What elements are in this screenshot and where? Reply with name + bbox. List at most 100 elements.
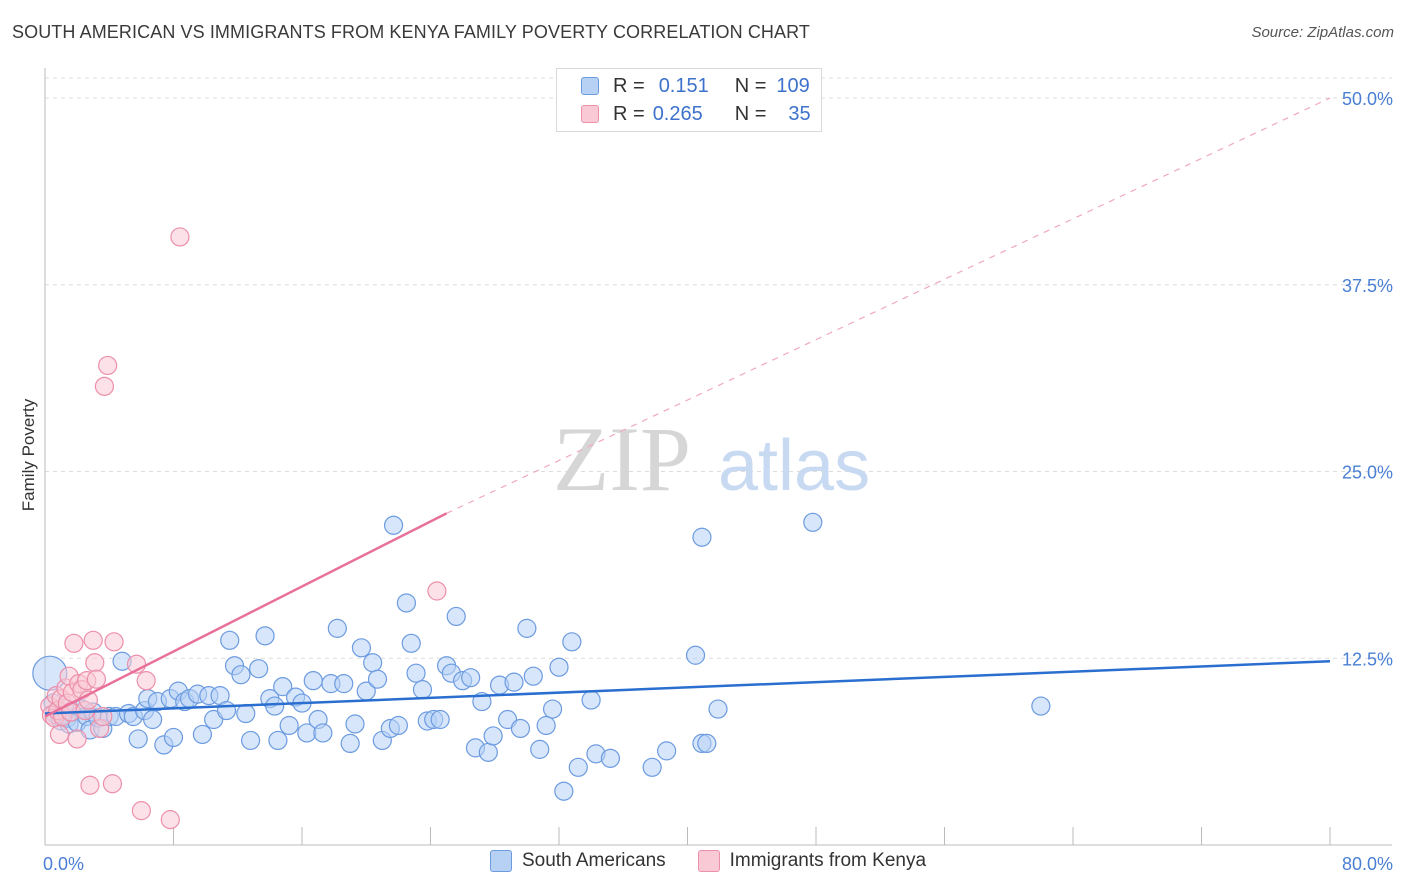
south-americans-point [340,733,360,754]
south-americans-point [334,674,354,694]
kenya-point [131,801,151,821]
south-americans-point [220,630,240,650]
legend-item-kenya[interactable]: Immigrants from Kenya [697,850,927,872]
south-americans-point [255,626,275,646]
south-americans-point [536,715,556,736]
kenya-point [98,355,118,376]
legend-swatch-blue [490,850,512,872]
y-tick-label: 50.0% [1342,89,1393,109]
south-americans-point [236,703,256,724]
south-americans-point [241,730,261,751]
kenya-point [170,227,190,247]
south-americans-point [401,633,421,653]
x-tick-label-max: 80.0% [1342,854,1393,874]
south-americans-point [803,512,823,532]
south-americans-trend-line [44,659,1331,715]
kenya-point [94,376,115,396]
south-americans-point [128,729,148,749]
south-americans-point [163,727,184,748]
legend-r-label: R = [613,74,645,97]
x-tick-label-min: 0.0% [43,854,84,874]
series-legend: South Americans Immigrants from Kenya [490,850,958,872]
south-americans-point [1031,696,1051,716]
south-americans-point [461,668,481,688]
south-americans-point [504,672,524,692]
south-americans-point [697,733,717,754]
south-americans-point [249,659,269,679]
watermark: ZIP atlas [553,408,870,510]
trend-lines [44,97,1331,718]
south-americans-point [581,690,601,710]
legend-swatch-pink [581,105,599,123]
kenya-point [102,774,123,794]
south-americans-point [396,593,417,613]
watermark-zip: ZIP [553,408,691,510]
legend-n-label: N = [734,102,767,125]
legend-r-value: 0.265 [652,102,703,125]
legend-swatch-blue [581,77,599,95]
legend-r-value: 0.151 [658,74,709,97]
south-americans-point [692,527,712,547]
south-americans-point [143,709,163,730]
south-americans-point [642,757,662,777]
kenya-point [80,775,100,795]
legend-label: South Americans [522,850,666,871]
kenya-trend-line [44,512,448,718]
south-americans-point [600,748,621,768]
y-tick-label: 12.5% [1342,649,1393,669]
south-americans-point [530,739,550,759]
south-americans-point [517,618,537,638]
kenya-point [64,633,84,653]
kenya-trend-extension [446,97,1331,514]
axis-labels: 12.5% 25.0% 37.5% 50.0% 0.0% 80.0% Family Pove… [19,89,1393,874]
south-americans-point [273,677,293,697]
legend-swatch-pink [697,850,720,872]
grid-lines [45,77,1392,659]
chart-title: SOUTH AMERICAN VS IMMIGRANTS FROM KENYA … [12,22,810,42]
south-americans-point [542,699,563,719]
south-americans-point [303,671,323,691]
kenya-point [49,724,70,745]
legend-item-south-americans[interactable]: South Americans [490,850,666,872]
south-americans-point [313,723,333,743]
kenya-point [136,671,156,691]
legend-n-value: 35 [788,102,811,125]
kenya-point [86,669,107,689]
south-americans-point [412,680,433,700]
south-americans-point [388,715,408,736]
south-americans-point [657,741,677,761]
y-tick-label: 37.5% [1342,276,1393,296]
legend-row-south-americans: R = 0.151 N = 109 [581,73,810,99]
south-americans-point [708,699,728,719]
south-americans-point [327,618,347,638]
south-americans-point [554,781,574,801]
south-americans-point [483,726,503,746]
legend-label: Immigrants from Kenya [729,850,927,871]
kenya-point [85,653,105,673]
south-americans-point [478,742,498,762]
south-americans-point [523,666,543,686]
south-americans-point [430,709,450,730]
legend-r-label: R = [613,102,645,125]
south-americans-point [568,757,588,777]
south-americans-point [383,515,404,535]
kenya-point [427,581,447,601]
south-americans-point [268,730,288,751]
y-axis-title: Family Poverty [19,398,38,511]
kenya-point [104,632,124,652]
correlation-legend: R = 0.151 N = 109 R = 0.265 N = 35 [556,68,822,132]
south-americans-point [279,715,299,736]
kenya-point [83,630,103,650]
legend-row-kenya: R = 0.265 N = 35 [581,101,811,127]
south-americans-point [562,632,582,652]
south-americans-point [363,653,383,673]
south-americans-point [446,606,466,627]
legend-n-label: N = [734,74,767,97]
south-americans-point [510,718,531,739]
kenya-point [67,729,87,749]
south-americans-point [265,696,285,716]
south-americans-point [216,700,237,721]
watermark-atlas: atlas [718,426,870,506]
south-americans-point [367,669,388,689]
